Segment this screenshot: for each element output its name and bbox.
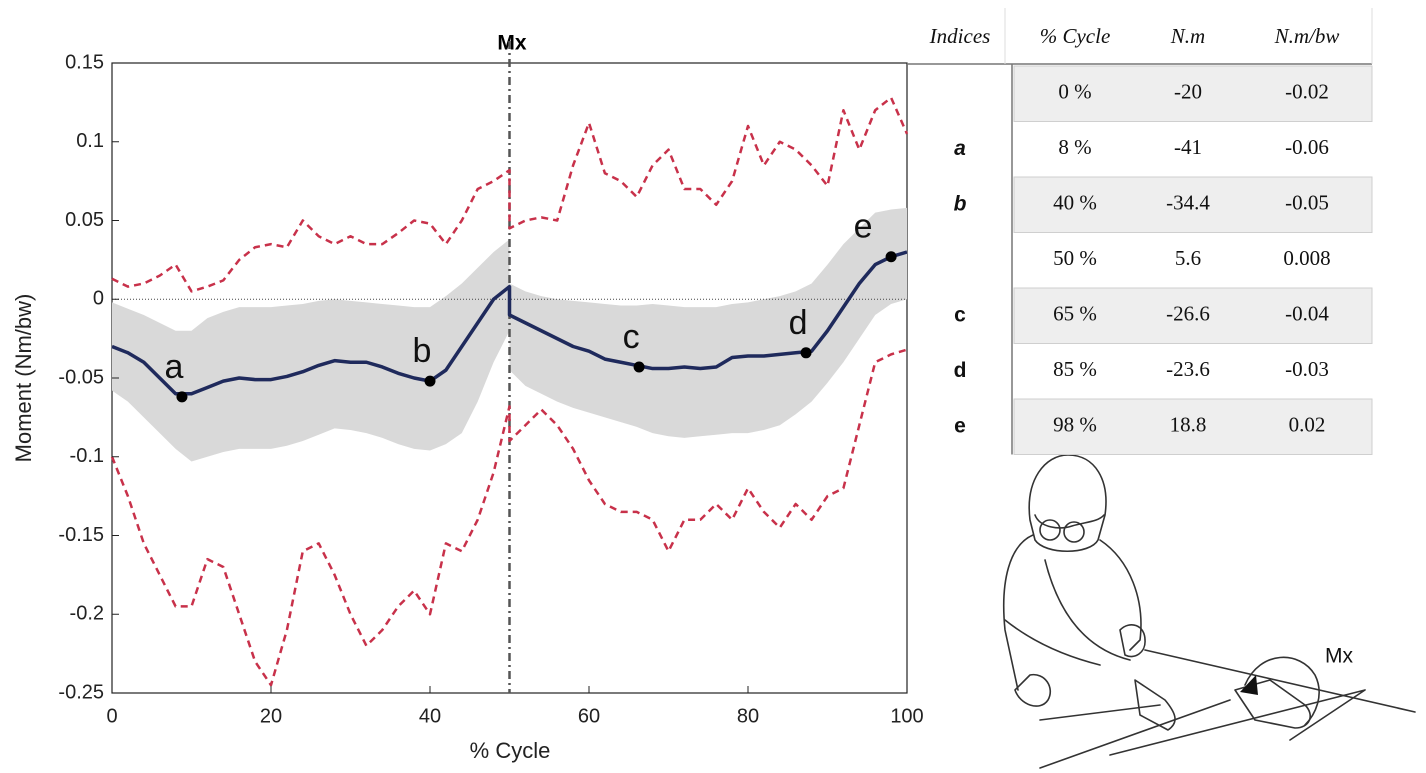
table-index: c (954, 303, 966, 326)
table-cell: -0.03 (1285, 357, 1329, 381)
table-cell: -0.06 (1285, 135, 1329, 159)
y-axis-label: Moment (Nm/bw) (11, 294, 36, 463)
y-tick-label: 0.1 (76, 130, 104, 152)
key-point (424, 375, 436, 387)
x-axis-label: % Cycle (470, 738, 551, 763)
key-point-label: a (164, 348, 183, 386)
y-tick-label: -0.2 (70, 603, 104, 625)
table-cell: -0.04 (1285, 302, 1329, 326)
x-tick-label: 0 (106, 705, 117, 727)
table-row-shade (1013, 287, 1373, 344)
illustration-label: Mx (1325, 645, 1353, 668)
table-cell: 40 % (1053, 191, 1097, 215)
table-cell: 0.02 (1289, 413, 1326, 437)
table-header: N.m/bw (1274, 24, 1340, 48)
key-point (176, 391, 188, 403)
y-tick-label: -0.15 (58, 524, 104, 546)
table-header: N.m (1170, 24, 1205, 48)
table-index: a (954, 137, 966, 160)
table-cell: 5.6 (1175, 246, 1201, 270)
y-tick-label: -0.1 (70, 445, 104, 467)
y-tick-label: -0.25 (58, 681, 104, 703)
table-cell: 8 % (1058, 135, 1091, 159)
key-point (800, 347, 812, 359)
table-index: e (954, 414, 966, 437)
y-tick-label: 0.15 (65, 51, 104, 73)
table-cell: 0 % (1058, 80, 1091, 104)
table-row-shade (1013, 65, 1373, 122)
key-point-label: e (854, 208, 873, 246)
table-index: b (954, 192, 967, 215)
x-tick-label: 40 (419, 705, 441, 727)
key-point (885, 251, 897, 263)
table-index: d (954, 359, 967, 382)
table-cell: -0.02 (1285, 80, 1329, 104)
table-header: Indices (929, 24, 991, 48)
table-row-shade (1013, 176, 1373, 233)
x-tick-label: 60 (578, 705, 600, 727)
key-point-label: c (623, 318, 640, 356)
table-cell: 98 % (1053, 413, 1097, 437)
key-point-label: d (789, 304, 808, 342)
skier-illustration: Mx (1002, 454, 1416, 769)
table-cell: 0.008 (1283, 246, 1330, 270)
table-cell: -26.6 (1166, 302, 1210, 326)
x-tick-label: 80 (737, 705, 759, 727)
table-cell: 18.8 (1170, 413, 1207, 437)
key-point-label: b (413, 332, 432, 370)
table-cell: -0.05 (1285, 191, 1329, 215)
table-cell: -20 (1174, 80, 1202, 104)
table-cell: -41 (1174, 135, 1202, 159)
chart-title: Mx (497, 32, 526, 55)
table-cell: -23.6 (1166, 357, 1210, 381)
y-tick-label: 0 (93, 288, 104, 310)
table-cell: 85 % (1053, 357, 1097, 381)
table-cell: 50 % (1053, 246, 1097, 270)
y-tick-label: 0.05 (65, 209, 104, 231)
table-cell: 65 % (1053, 302, 1097, 326)
table-row-shade (1013, 398, 1373, 455)
x-tick-label: 100 (890, 705, 923, 727)
mean-line (111, 250, 908, 396)
key-point (633, 361, 645, 373)
range-line (111, 96, 909, 293)
table-cell: -34.4 (1166, 191, 1210, 215)
table-header: % Cycle (1040, 24, 1111, 48)
y-tick-label: -0.05 (58, 366, 104, 388)
x-tick-label: 20 (260, 705, 282, 727)
